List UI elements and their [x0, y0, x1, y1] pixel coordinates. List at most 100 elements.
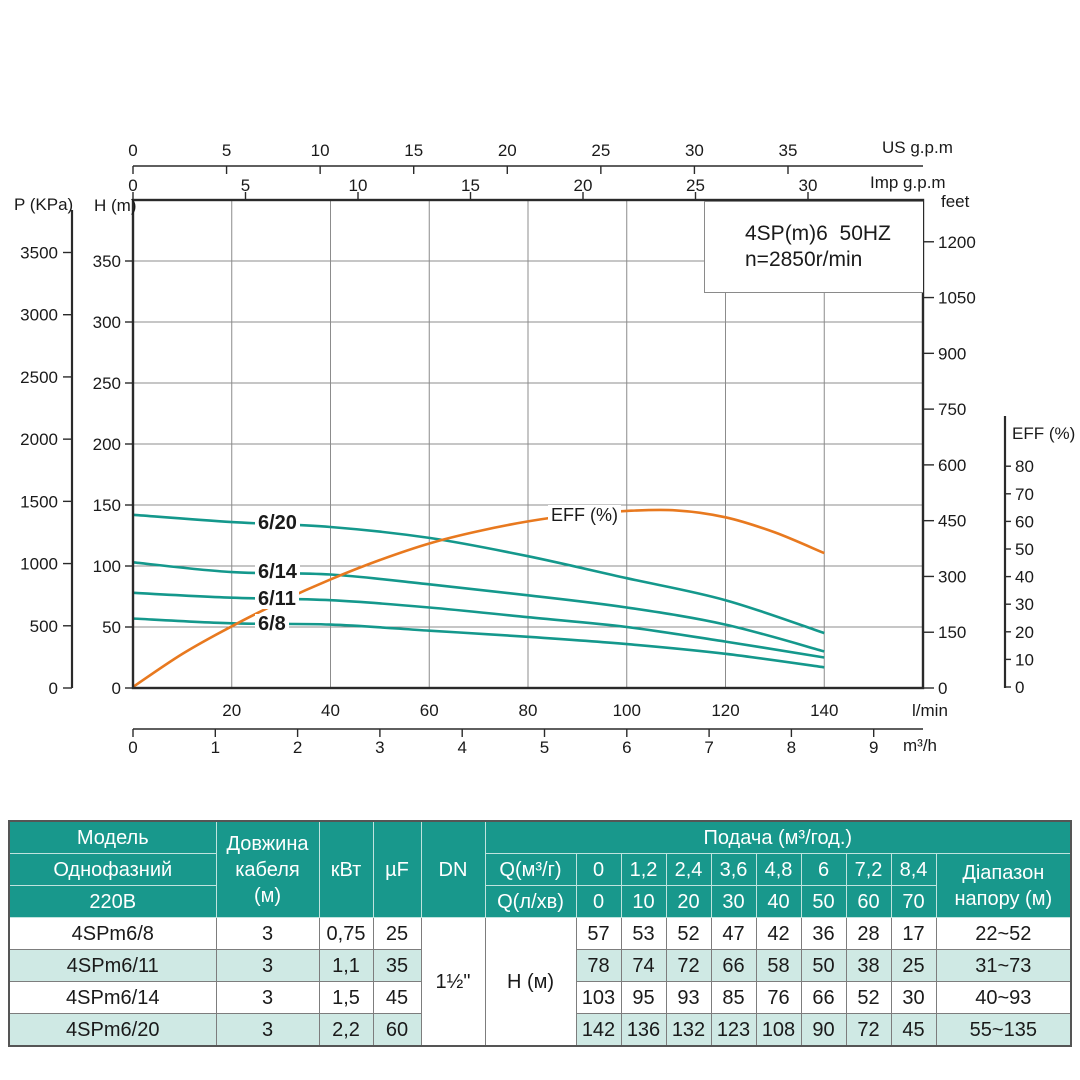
head-value-cell: 93 — [665, 981, 712, 1014]
eff-tick-label: 50 — [1015, 540, 1034, 559]
head-value-cell: 38 — [845, 949, 892, 982]
us-gpm-tick-label: 15 — [404, 141, 423, 160]
model-cell: 4SPm6/11 — [8, 949, 217, 982]
header-q-lmin-value: 30 — [710, 885, 757, 918]
table-row: 4SPm6/14 3 1,5 45 103 95 93 85 76 66 52 30 40~93 — [8, 981, 1072, 1014]
feet-axis-title: feet — [941, 192, 970, 211]
kw-cell: 2,2 — [318, 1013, 374, 1047]
lmin-tick-label: 80 — [519, 701, 538, 720]
header-cable-length: Довжина кабеля (м) — [215, 820, 320, 918]
head-value-cell: 53 — [620, 917, 667, 950]
m3h-tick-label: 5 — [540, 738, 549, 757]
p-kpa-tick-label: 1000 — [20, 555, 58, 574]
header-model: Модель — [8, 820, 217, 854]
head-range-cell: 31~73 — [935, 949, 1072, 982]
curve-label-6-11: 6/11 — [255, 589, 299, 609]
p-kpa-tick-label: 3500 — [20, 243, 58, 262]
efficiency-curve — [132, 508, 825, 689]
header-q-m3-value: 1,2 — [620, 853, 667, 886]
us-gpm-tick-label: 25 — [591, 141, 610, 160]
p-kpa-tick-label: 2000 — [20, 430, 58, 449]
header-supply: Подача (м³/год.) — [484, 820, 1072, 854]
header-q-lmin-value: 20 — [665, 885, 712, 918]
header-range-line2: напору (м) — [954, 887, 1053, 910]
cable-length-cell: 3 — [215, 981, 320, 1014]
m3h-tick-label: 8 — [787, 738, 796, 757]
head-value-cell: 136 — [620, 1013, 667, 1047]
us-gpm-tick-label: 20 — [498, 141, 517, 160]
head-value-cell: 123 — [710, 1013, 757, 1047]
pump-curves-svg: 0 5 10 15 20 25 30 350 5 10 15 20 25 3005001000150020… — [20, 141, 1034, 757]
header-q-lmin-value: 0 — [575, 885, 622, 918]
h-m-tick-label: 100 — [93, 557, 121, 576]
us-gpm-tick-label: 5 — [222, 141, 231, 160]
head-value-cell: 74 — [620, 949, 667, 982]
header-q-m3-value: 7,2 — [845, 853, 892, 886]
header-q-m3-value: 2,4 — [665, 853, 712, 886]
header-cable-line1: Довжина — [226, 832, 309, 855]
head-value-cell: 66 — [800, 981, 847, 1014]
pump-spec-table: Модель Довжина кабеля (м) кВт µF DN Пода… — [8, 820, 1073, 1047]
h-m-tick-label: 50 — [102, 618, 121, 637]
head-curve-6-20 — [132, 513, 825, 635]
lmin-tick-label: 20 — [222, 701, 241, 720]
m3h-tick-label: 3 — [375, 738, 384, 757]
us-gpm-tick-label: 30 — [685, 141, 704, 160]
header-q-lmin-value: 50 — [800, 885, 847, 918]
m3h-axis-title: m³/h — [903, 736, 937, 755]
p-kpa-tick-label: 2500 — [20, 368, 58, 387]
chart-title-line2: n=2850r/min — [745, 248, 863, 271]
feet-tick-label: 150 — [938, 623, 966, 642]
h-m-tick-label: 350 — [93, 252, 121, 271]
head-value-cell: 58 — [755, 949, 802, 982]
feet-tick-label: 1200 — [938, 233, 976, 252]
head-value-cell: 28 — [845, 917, 892, 950]
model-cell: 4SPm6/20 — [8, 1013, 217, 1047]
cable-length-cell: 3 — [215, 949, 320, 982]
head-value-cell: 78 — [575, 949, 622, 982]
uf-cell: 35 — [372, 949, 422, 982]
head-value-cell: 52 — [845, 981, 892, 1014]
imp-gpm-tick-label: 10 — [349, 176, 368, 195]
eff-tick-label: 70 — [1015, 485, 1034, 504]
feet-tick-label: 450 — [938, 512, 966, 531]
lmin-axis-title: l/min — [912, 701, 948, 720]
imp-gpm-tick-label: 15 — [461, 176, 480, 195]
head-curve-6-14 — [132, 561, 825, 653]
m3h-tick-label: 2 — [293, 738, 302, 757]
h-m-tick-label: 150 — [93, 496, 121, 515]
h-m-tick-label: 300 — [93, 313, 121, 332]
head-axis-title: H (m) — [94, 196, 137, 215]
eff-tick-label: 80 — [1015, 457, 1034, 476]
head-value-cell: 45 — [890, 1013, 937, 1047]
h-m-tick-label: 0 — [112, 679, 121, 698]
header-uf: µF — [372, 820, 422, 918]
head-value-cell: 52 — [665, 917, 712, 950]
header-phase: Однофазний — [8, 853, 217, 886]
imp-gpm-tick-label: 20 — [574, 176, 593, 195]
head-value-cell: 17 — [890, 917, 937, 950]
lmin-tick-label: 40 — [321, 701, 340, 720]
head-range-cell: 22~52 — [935, 917, 1072, 950]
model-cell: 4SPm6/14 — [8, 981, 217, 1014]
table-row: 4SPm6/8 3 0,75 25 1½" Н (м) 57 53 52 47 42 36 28 17 22… — [8, 917, 1072, 1047]
imp-gpm-tick-label: 30 — [799, 176, 818, 195]
head-value-cell: 47 — [710, 917, 757, 950]
head-curve-6-11 — [132, 591, 825, 659]
imp-gpm-tick-label: 5 — [241, 176, 250, 195]
dn-value-cell: 1½" — [420, 917, 486, 1047]
feet-tick-label: 300 — [938, 567, 966, 586]
header-cable-line2: кабеля — [235, 858, 300, 881]
curve-label-6-20: 6/20 — [255, 513, 300, 533]
header-q-lmin-value: 70 — [890, 885, 937, 918]
curve-label-6-8: 6/8 — [255, 614, 289, 634]
feet-tick-label: 1050 — [938, 289, 976, 308]
m3h-tick-label: 7 — [704, 738, 713, 757]
head-value-cell: 108 — [755, 1013, 802, 1047]
lmin-tick-label: 120 — [711, 701, 739, 720]
kw-cell: 1,5 — [318, 981, 374, 1014]
header-q-m3-value: 6 — [800, 853, 847, 886]
table-row: 4SPm6/11 3 1,1 35 78 74 72 66 58 50 38 25 31~73 — [8, 949, 1072, 982]
h-m-tick-label: 200 — [93, 435, 121, 454]
feet-tick-label: 600 — [938, 456, 966, 475]
